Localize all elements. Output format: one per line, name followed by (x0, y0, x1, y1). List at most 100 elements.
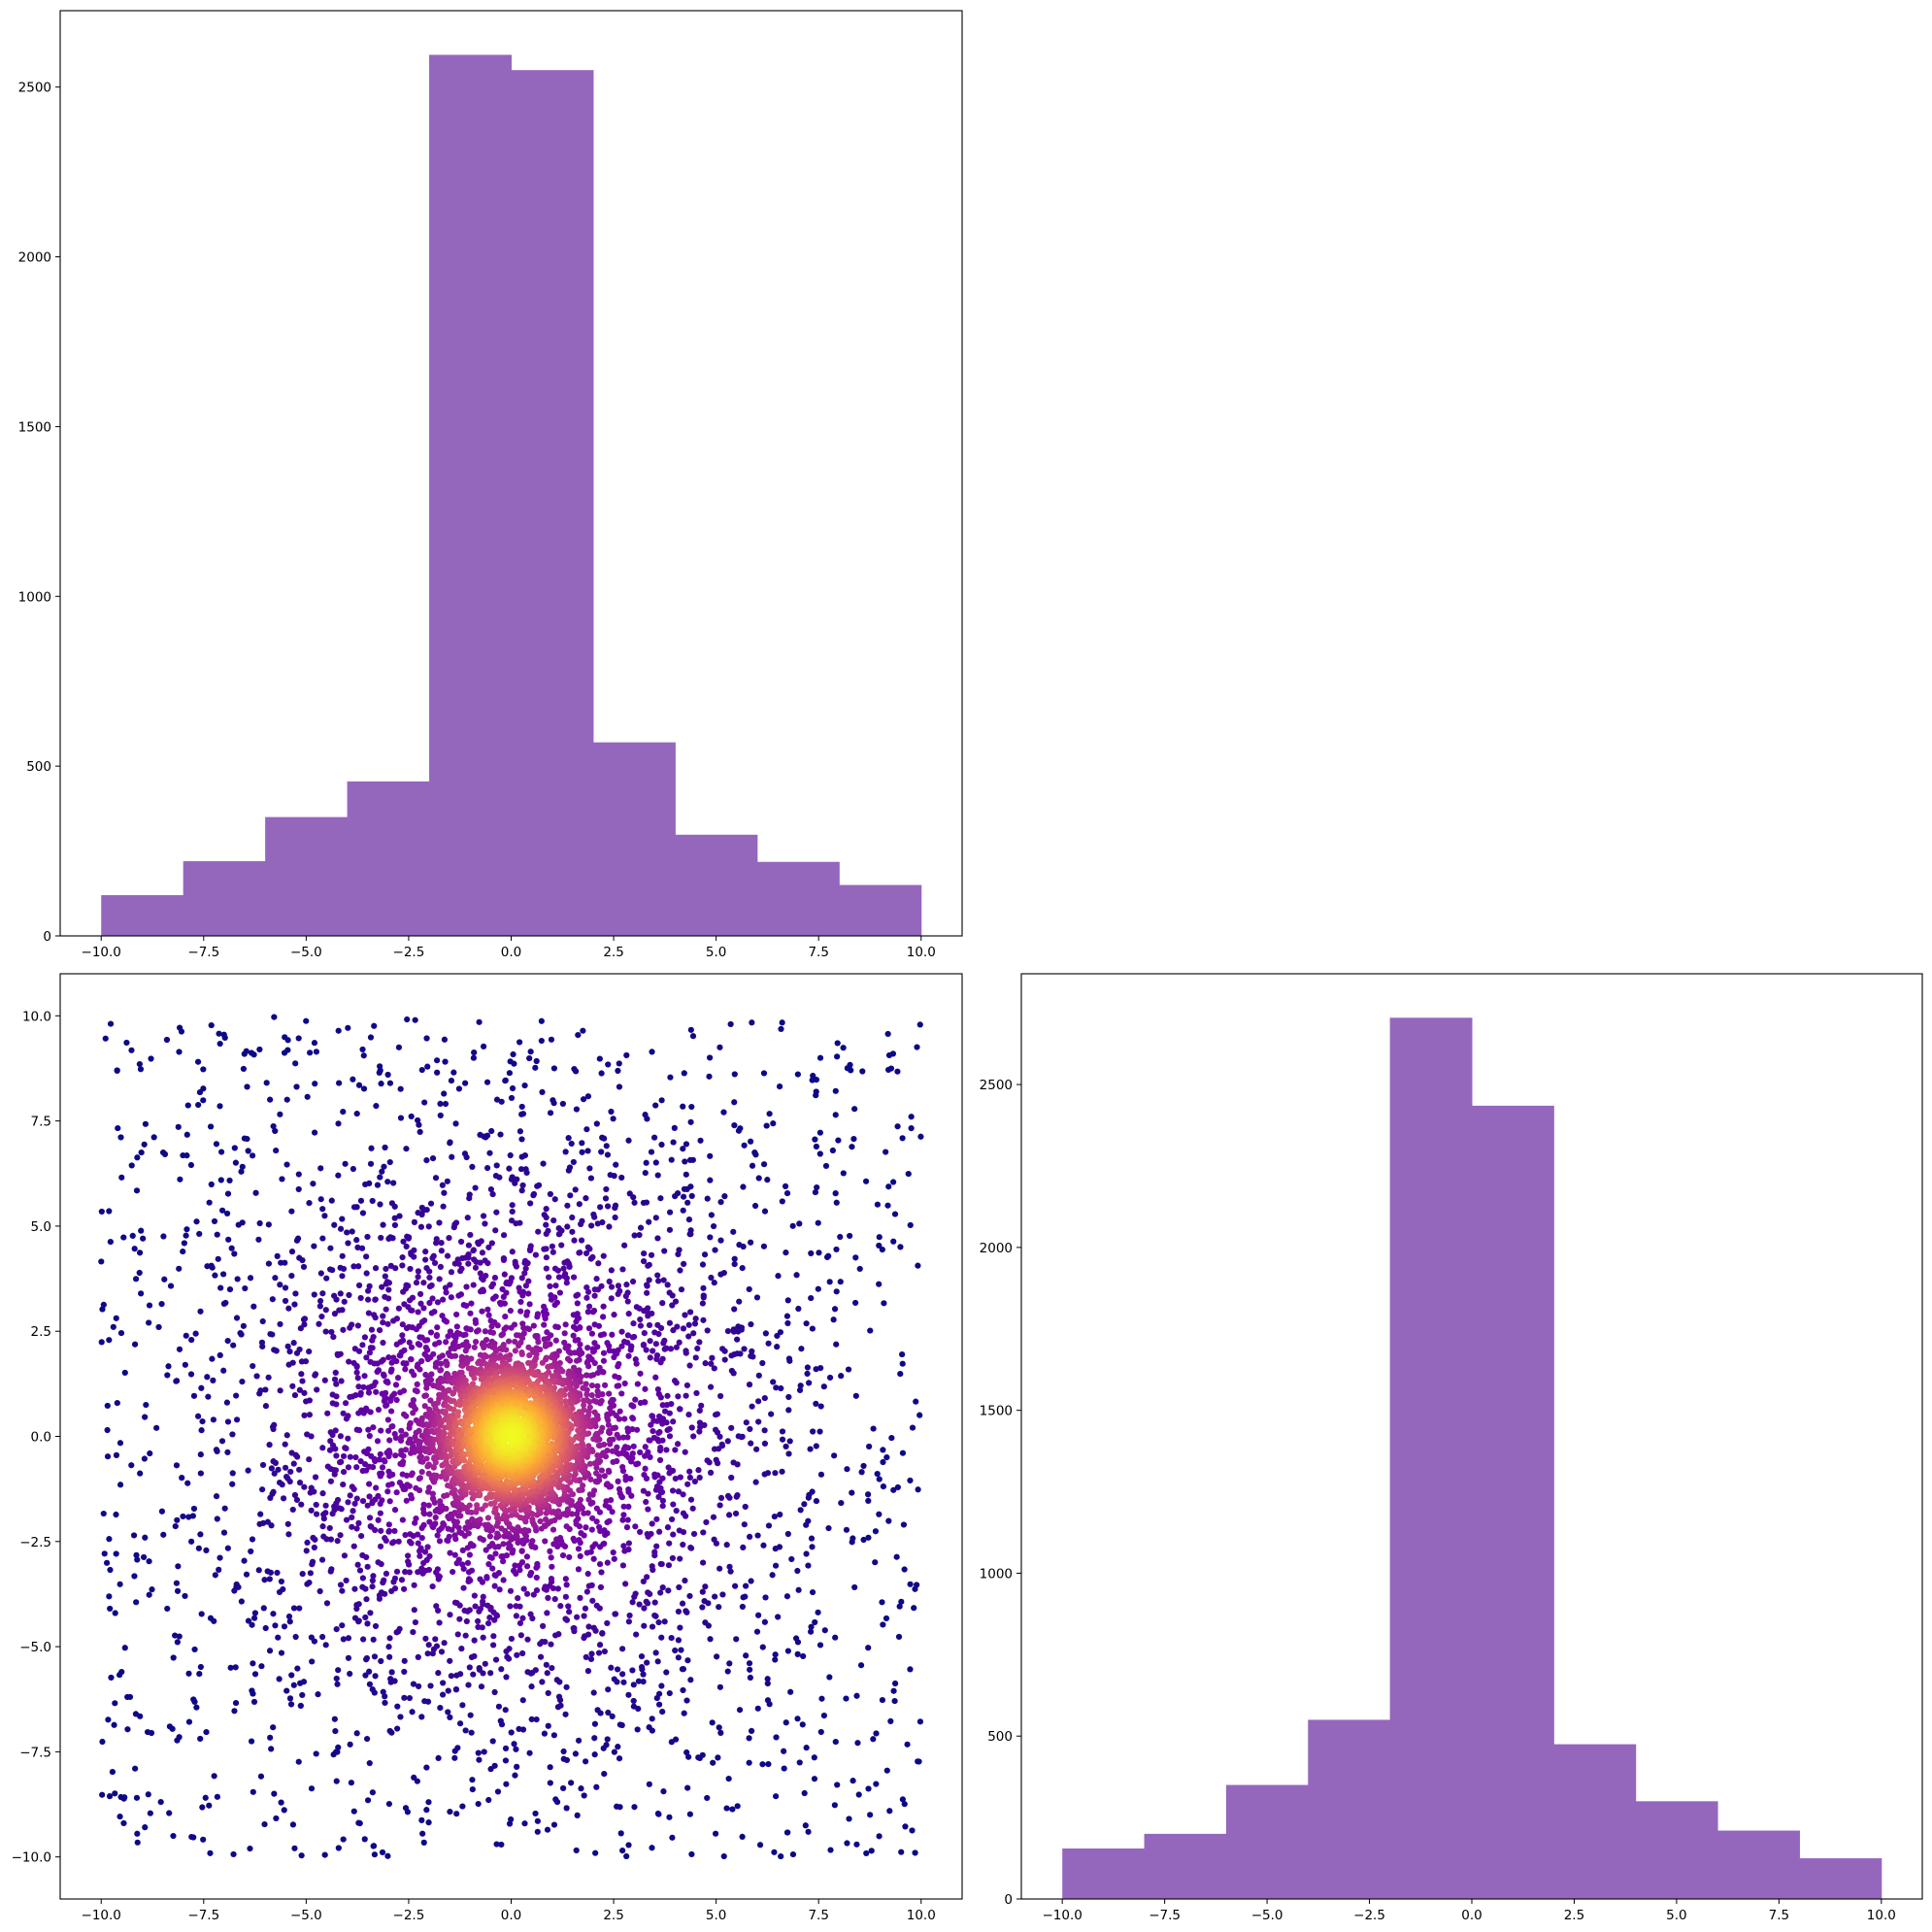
scatter-point (250, 1362, 256, 1370)
scatter-point (98, 1208, 105, 1216)
scatter-point (542, 1538, 549, 1545)
scatter-point (771, 1849, 778, 1855)
scatter-point (311, 1129, 318, 1136)
scatter-point (478, 1683, 485, 1690)
scatter-point (606, 1429, 613, 1436)
scatter-point (439, 1691, 447, 1698)
scatter-point (382, 1273, 388, 1280)
scatter-point (915, 1262, 921, 1269)
scatter-point (435, 1607, 442, 1615)
scatter-point (726, 1563, 733, 1570)
scatter-point (477, 1535, 483, 1542)
scatter-point (271, 1790, 278, 1797)
scatter-point (709, 1354, 716, 1361)
scatter-point (731, 1099, 738, 1106)
scatter-point (659, 1708, 666, 1715)
scatter-point (489, 1329, 497, 1336)
scatter-point (197, 1735, 204, 1743)
scatter-point (657, 1195, 664, 1202)
scatter-point (816, 1428, 823, 1435)
scatter-point (480, 1593, 486, 1600)
scatter-point (378, 1527, 384, 1534)
scatter-point (853, 1692, 860, 1699)
scatter-point (538, 1037, 545, 1045)
scatter-point (249, 1152, 256, 1159)
scatter-point (657, 1445, 664, 1451)
scatter-point (482, 1502, 489, 1509)
scatter-point (496, 1586, 503, 1593)
scatter-point (481, 1344, 487, 1350)
scatter-point (364, 1502, 371, 1509)
scatter-point (134, 1839, 141, 1846)
scatter-point (438, 1248, 445, 1254)
scatter-point (614, 1431, 620, 1438)
x-tick-label: 5.0 (706, 945, 726, 960)
scatter-point (759, 1359, 766, 1367)
scatter-point (416, 1486, 423, 1494)
scatter-point (560, 1748, 567, 1755)
scatter-point (498, 1666, 505, 1673)
scatter-point (630, 1194, 637, 1201)
scatter-point (415, 1309, 421, 1316)
scatter-point (550, 1249, 556, 1255)
scatter-point (561, 1339, 568, 1347)
scatter-point (916, 1412, 923, 1418)
scatter-point (600, 1357, 608, 1364)
scatter-point (360, 1085, 368, 1092)
scatter-point (380, 1319, 386, 1326)
scatter-point (656, 1479, 663, 1485)
scatter-point (516, 1342, 522, 1349)
scatter-point (432, 1363, 439, 1370)
scatter-point (652, 1102, 659, 1109)
scatter-point (323, 1275, 330, 1282)
scatter-point (885, 1051, 893, 1059)
scatter-point (794, 1715, 801, 1722)
scatter-point (672, 1647, 679, 1654)
scatter-point (340, 1326, 347, 1333)
scatter-point (835, 1137, 842, 1144)
scatter-point (809, 1077, 816, 1083)
scatter-point (719, 1591, 726, 1598)
scatter-point (547, 1190, 553, 1198)
scatter-point (270, 1488, 277, 1495)
scatter-point (205, 1393, 212, 1400)
scatter-point (502, 1314, 509, 1320)
scatter-point (859, 1068, 866, 1075)
scatter-point (475, 1241, 483, 1248)
scatter-point (688, 1850, 695, 1858)
scatter-point (707, 1234, 714, 1241)
scatter-point (453, 1323, 460, 1330)
scatter-point (591, 1359, 598, 1367)
scatter-point (244, 1083, 250, 1090)
scatter-point (887, 1717, 894, 1724)
scatter-point (566, 1553, 573, 1561)
scatter-point (400, 1238, 407, 1245)
scatter-point (420, 1839, 427, 1846)
scatter-point (747, 1666, 753, 1673)
scatter-point (740, 1594, 747, 1601)
scatter-point (411, 1372, 417, 1379)
scatter-point (391, 1507, 399, 1514)
scatter-point (591, 1751, 598, 1758)
scatter-point (614, 1444, 620, 1450)
scatter-point (467, 1310, 474, 1316)
scatter-point (231, 1145, 238, 1151)
scatter-point (487, 1766, 494, 1773)
scatter-point (696, 1428, 703, 1435)
scatter-point (117, 1440, 124, 1447)
scatter-point (899, 1135, 906, 1142)
scatter-point (337, 1225, 345, 1232)
scatter-point (334, 1749, 341, 1755)
scatter-point (581, 1397, 587, 1404)
scatter-point (680, 1491, 686, 1498)
scatter-point (740, 1544, 747, 1551)
scatter-point (383, 1265, 389, 1273)
scatter-point (699, 1559, 707, 1566)
scatter-point (689, 1033, 697, 1040)
scatter-point (485, 1796, 492, 1804)
scatter-point (704, 1457, 711, 1464)
scatter-point (524, 1590, 531, 1597)
scatter-point (410, 1681, 417, 1687)
scatter-point (155, 1323, 162, 1331)
scatter-point (483, 1164, 491, 1172)
